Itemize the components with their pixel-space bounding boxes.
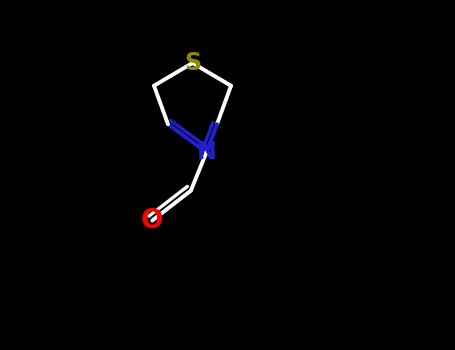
Text: O: O [141, 208, 163, 233]
Text: S: S [184, 51, 201, 75]
Text: N: N [197, 140, 217, 164]
